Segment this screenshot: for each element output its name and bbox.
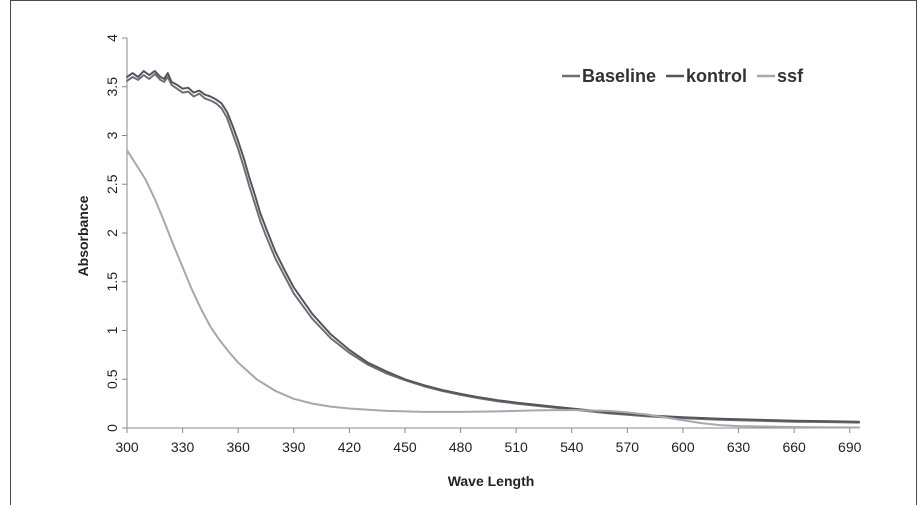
x-tick-label: 450: [393, 439, 417, 455]
x-tick-label: 300: [115, 439, 139, 455]
x-tick-label: 690: [838, 439, 862, 455]
x-tick-label: 600: [671, 439, 695, 455]
x-tick-label: 480: [449, 439, 473, 455]
chart-frame: 300 330 360 390 420 450 480 510 540 570 600 630 660 6…: [10, 0, 917, 505]
y-tick-label: 0: [104, 424, 120, 432]
x-tick-label: 330: [171, 439, 195, 455]
x-tick-label: 390: [282, 439, 306, 455]
y-tick-label: 3.5: [104, 77, 120, 97]
y-tick-label: 0.5: [104, 369, 120, 389]
x-tick-label: 420: [338, 439, 362, 455]
x-tick-label: 570: [616, 439, 640, 455]
y-tick-label: 4: [104, 34, 120, 42]
x-tick-label: 540: [560, 439, 584, 455]
legend-label-ssf: ssf: [777, 66, 804, 86]
x-tick-label: 660: [782, 439, 806, 455]
series-line-ssf: [126, 149, 860, 429]
y-tick-label: 3: [104, 131, 120, 139]
x-tick-label: 360: [227, 439, 251, 455]
series-line-baseline: [126, 73, 860, 424]
legend-label-kontrol: kontrol: [686, 66, 747, 86]
y-tick-label: 2.5: [104, 174, 120, 194]
x-axis-title: Wave Length: [448, 473, 535, 489]
legend-label-baseline: Baseline: [582, 66, 656, 86]
y-tick-label: 2: [104, 229, 120, 237]
y-tick-label: 1: [104, 326, 120, 334]
y-axis-title: Absorbance: [75, 195, 91, 276]
x-tick-label: 630: [727, 439, 751, 455]
x-tick-label: 510: [504, 439, 528, 455]
line-chart: 300 330 360 390 420 450 480 510 540 570 600 630 660 6…: [75, 34, 862, 489]
y-tick-label: 1.5: [104, 272, 120, 292]
series-line-kontrol: [126, 70, 860, 423]
